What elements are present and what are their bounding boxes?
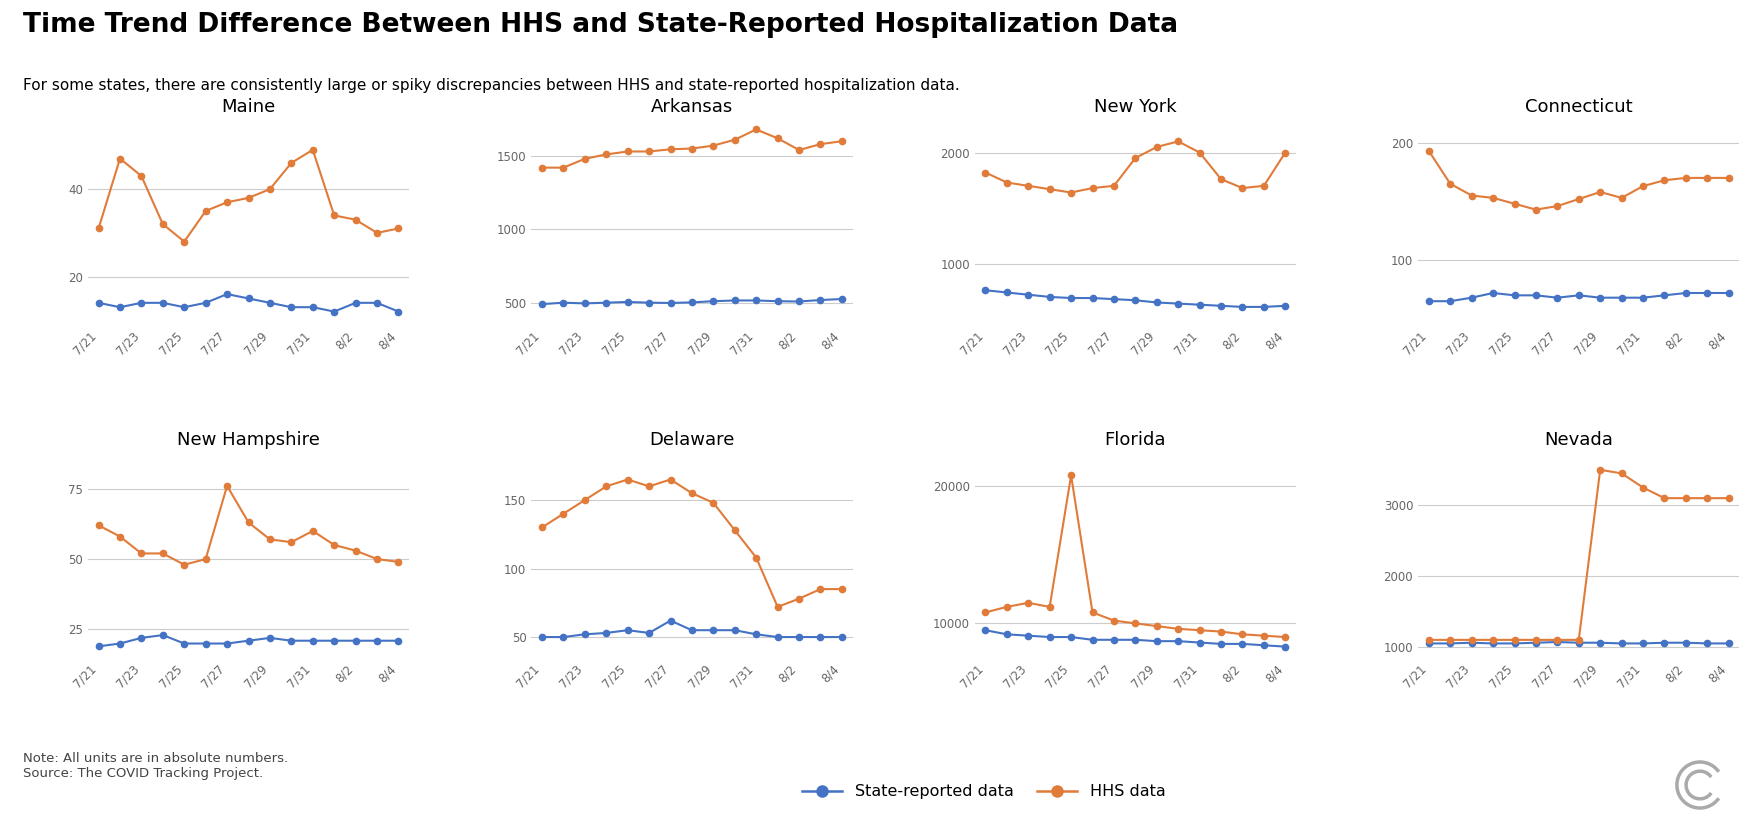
- Text: Time Trend Difference Between HHS and State-Reported Hospitalization Data: Time Trend Difference Between HHS and St…: [23, 12, 1177, 39]
- Text: Note: All units are in absolute numbers.
Source: The COVID Tracking Project.: Note: All units are in absolute numbers.…: [23, 752, 288, 780]
- Title: Maine: Maine: [221, 99, 276, 116]
- Title: Nevada: Nevada: [1544, 432, 1613, 449]
- Title: New York: New York: [1095, 99, 1177, 116]
- Title: New Hampshire: New Hampshire: [177, 432, 320, 449]
- Title: Delaware: Delaware: [650, 432, 734, 449]
- Title: Florida: Florida: [1105, 432, 1167, 449]
- Title: Connecticut: Connecticut: [1525, 99, 1632, 116]
- Title: Arkansas: Arkansas: [650, 99, 733, 116]
- Text: For some states, there are consistently large or spiky discrepancies between HHS: For some states, there are consistently …: [23, 78, 959, 93]
- Legend: State-reported data, HHS data: State-reported data, HHS data: [796, 778, 1172, 806]
